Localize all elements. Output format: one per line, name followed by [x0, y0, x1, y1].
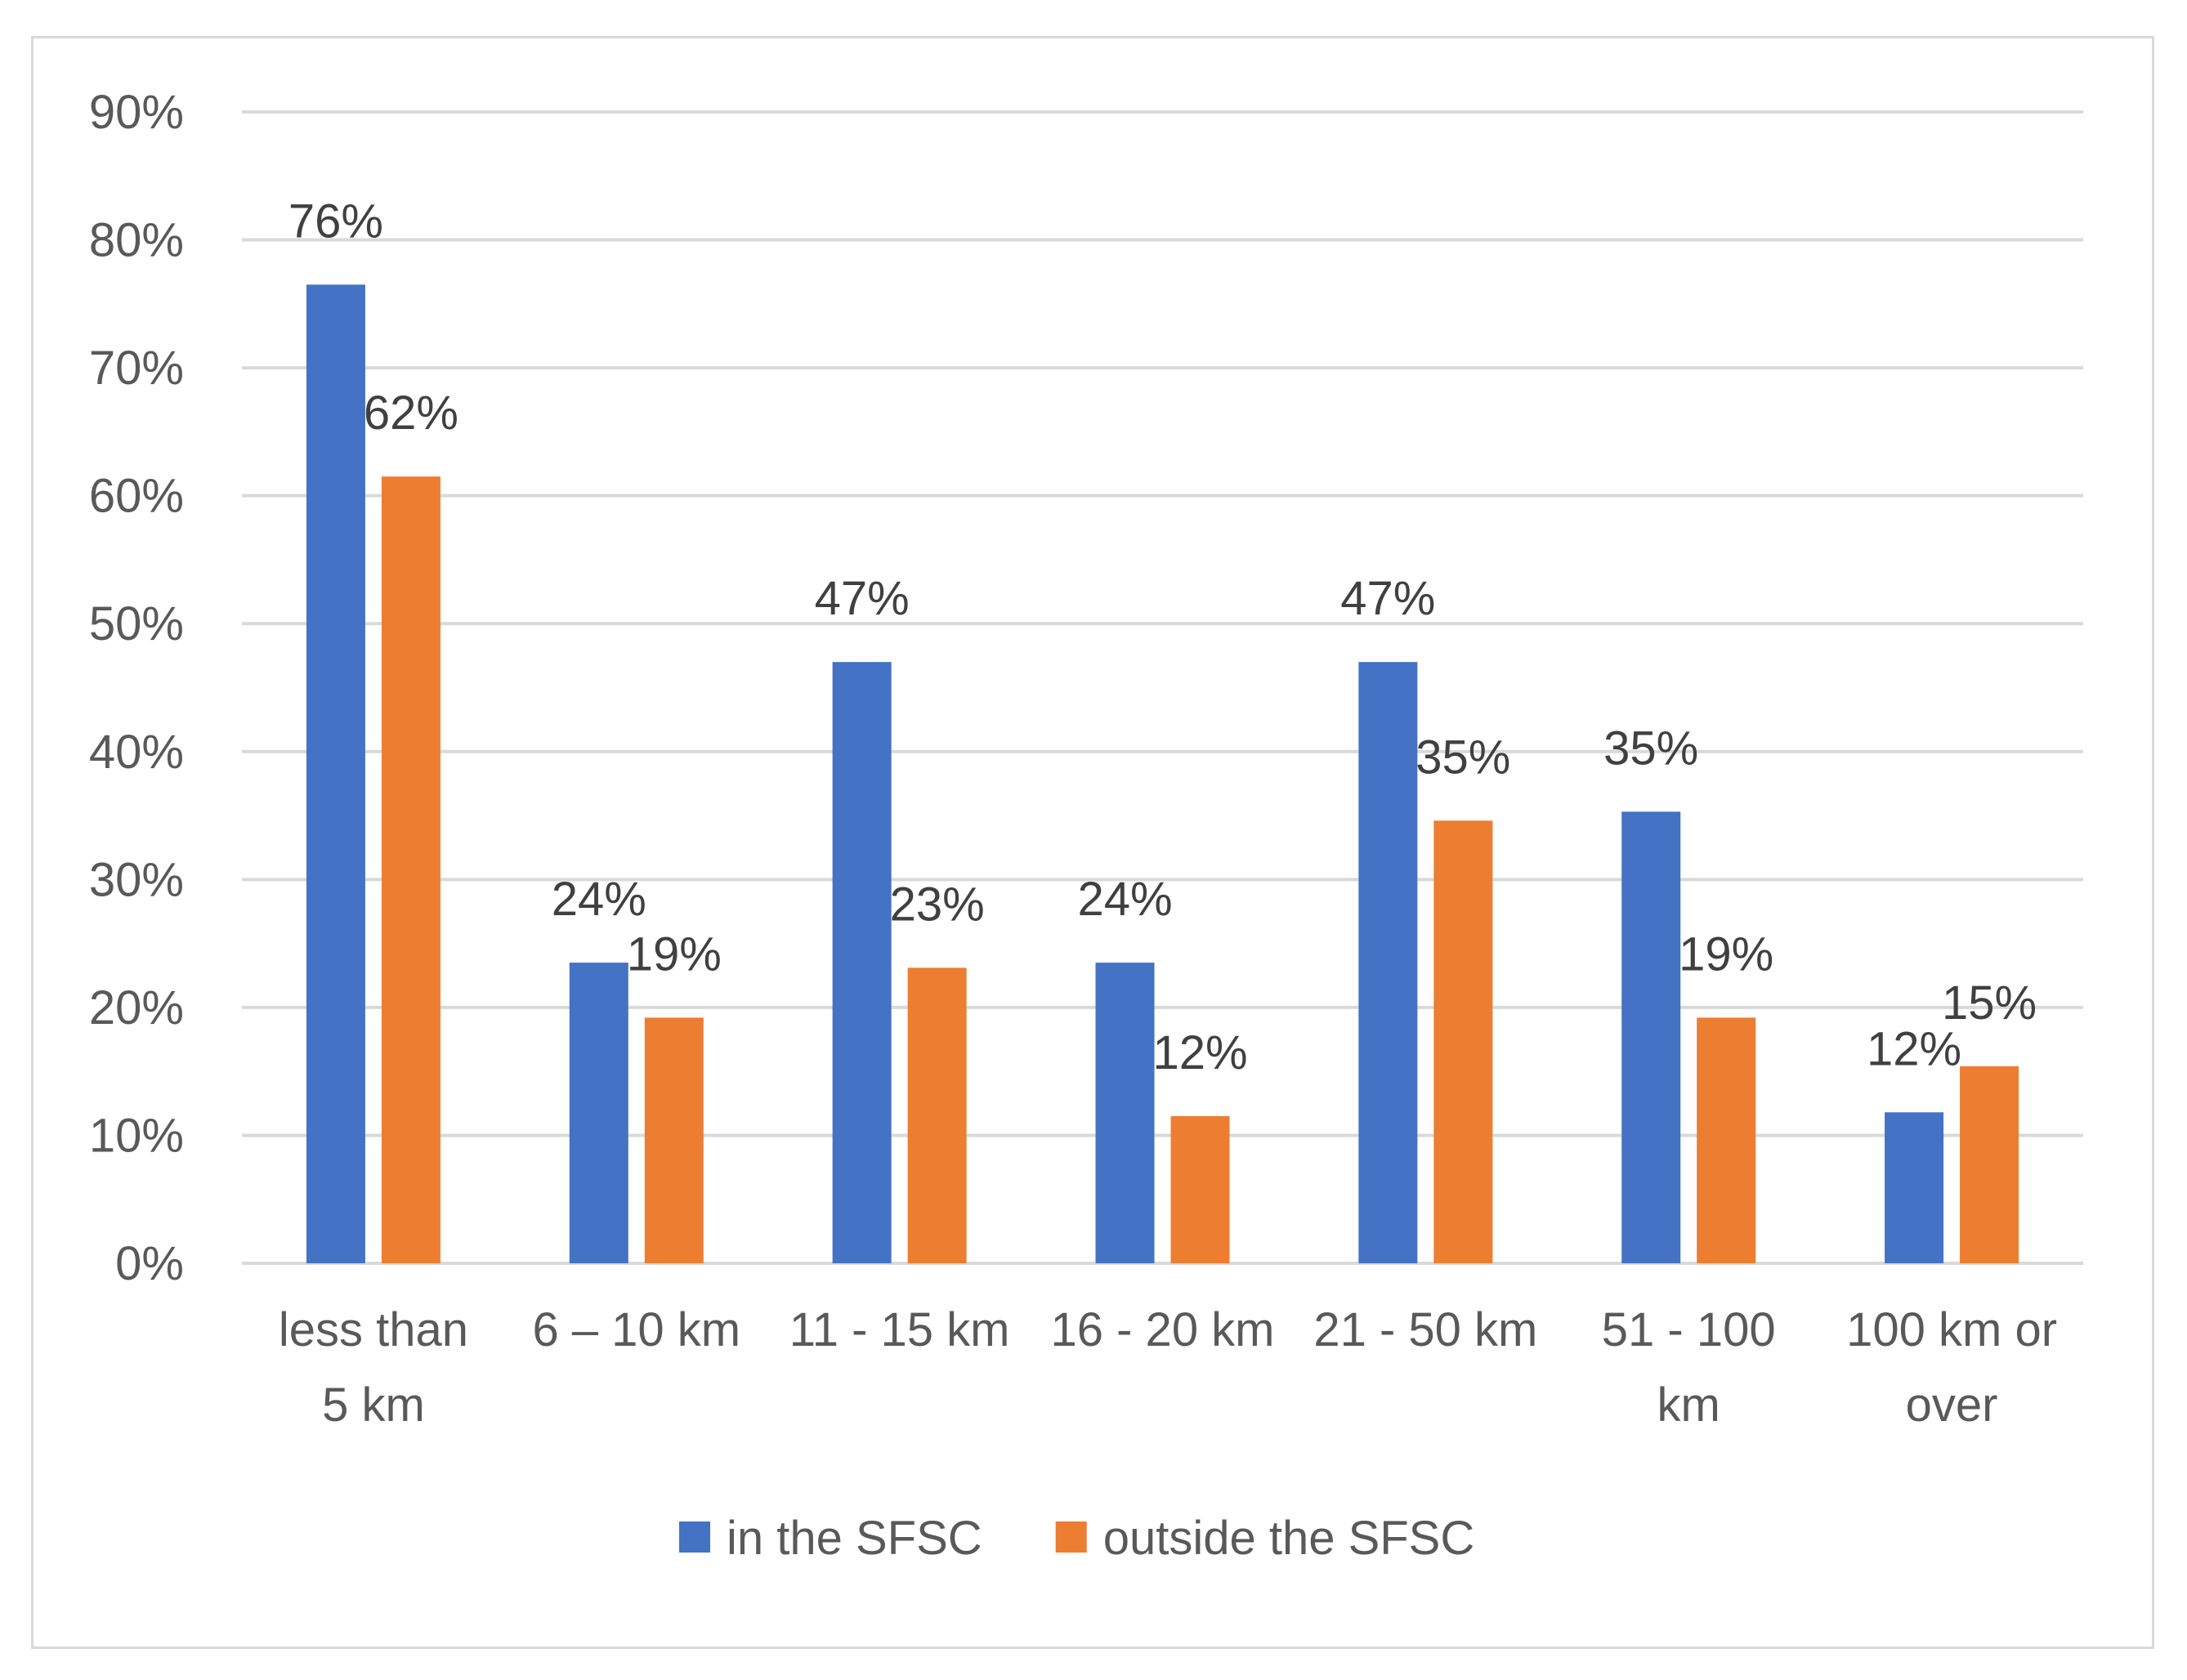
y-axis: 0% 10% 20% 30% 40% 50% 60% 70% 80% 90% — [89, 86, 184, 1290]
legend-label: in the SFSC — [727, 1512, 982, 1565]
data-labels: 76% 24% 47% 24% 47% 35% 12% 62% 19% 23% 12% 35% 19% 1… — [288, 194, 2037, 1079]
x-category-label: 11 - 15 km — [789, 1303, 1010, 1356]
bar-outside-sfsc — [644, 1017, 704, 1263]
data-label: 12% — [1152, 1026, 1247, 1079]
data-label: 19% — [627, 927, 722, 981]
y-tick-label: 20% — [89, 981, 184, 1034]
y-tick-label: 70% — [89, 342, 184, 395]
y-tick-label: 50% — [89, 597, 184, 650]
data-label: 24% — [1077, 873, 1172, 926]
x-axis: less than 5 km 6 – 10 km 11 - 15 km 16 - 20 … — [279, 1303, 2057, 1432]
bar-in-sfsc — [1358, 662, 1418, 1263]
x-category-label: 5 km — [322, 1378, 425, 1432]
y-tick-label: 30% — [89, 853, 184, 906]
x-category-label: 100 km or — [1846, 1303, 2057, 1356]
legend-swatch — [679, 1521, 710, 1553]
bars — [306, 284, 2019, 1264]
y-tick-label: 60% — [89, 470, 184, 523]
data-label: 47% — [1340, 572, 1435, 625]
chart-frame: 0% 10% 20% 30% 40% 50% 60% 70% 80% 90% 76% 24% 47% 2… — [31, 36, 2154, 1649]
gridlines — [242, 110, 2083, 1265]
data-label: 35% — [1603, 722, 1698, 775]
x-category-label: 21 - 50 km — [1313, 1303, 1537, 1356]
x-category-label: 51 - 100 — [1602, 1303, 1776, 1356]
data-label: 35% — [1416, 731, 1510, 784]
data-label: 23% — [890, 878, 985, 931]
bar-chart: 0% 10% 20% 30% 40% 50% 60% 70% 80% 90% 76% 24% 47% 2… — [89, 86, 2083, 1565]
y-tick-label: 90% — [89, 86, 184, 139]
data-label: 76% — [288, 194, 383, 248]
data-label: 12% — [1867, 1022, 1961, 1075]
legend: in the SFSC outside the SFSC — [679, 1512, 1474, 1565]
bar-outside-sfsc — [1433, 820, 1493, 1263]
bar-outside-sfsc — [1170, 1115, 1230, 1263]
data-label: 19% — [1679, 927, 1773, 981]
bar-in-sfsc — [1095, 963, 1155, 1263]
data-label: 24% — [552, 873, 646, 926]
x-category-label: 16 - 20 km — [1051, 1303, 1275, 1356]
data-label: 47% — [815, 572, 910, 625]
data-label: 62% — [364, 386, 458, 440]
y-tick-label: 80% — [89, 214, 184, 267]
x-category-label: less than — [279, 1303, 468, 1356]
bar-in-sfsc — [306, 284, 365, 1264]
bar-in-sfsc — [1885, 1112, 1944, 1263]
bar-in-sfsc — [569, 963, 628, 1263]
bar-outside-sfsc — [1960, 1066, 2019, 1263]
x-category-label: km — [1657, 1378, 1720, 1432]
bar-outside-sfsc — [381, 476, 441, 1263]
y-tick-label: 10% — [89, 1109, 184, 1162]
bar-outside-sfsc — [907, 967, 967, 1263]
bar-in-sfsc — [832, 662, 892, 1263]
y-tick-label: 40% — [89, 726, 184, 779]
data-label: 15% — [1942, 976, 2037, 1030]
legend-label: outside the SFSC — [1103, 1512, 1475, 1565]
bar-in-sfsc — [1621, 811, 1681, 1263]
y-tick-label: 0% — [115, 1237, 184, 1290]
x-category-label: over — [1906, 1378, 1998, 1432]
x-category-label: 6 – 10 km — [532, 1303, 740, 1356]
legend-swatch — [1055, 1521, 1087, 1553]
bar-outside-sfsc — [1697, 1017, 1756, 1263]
